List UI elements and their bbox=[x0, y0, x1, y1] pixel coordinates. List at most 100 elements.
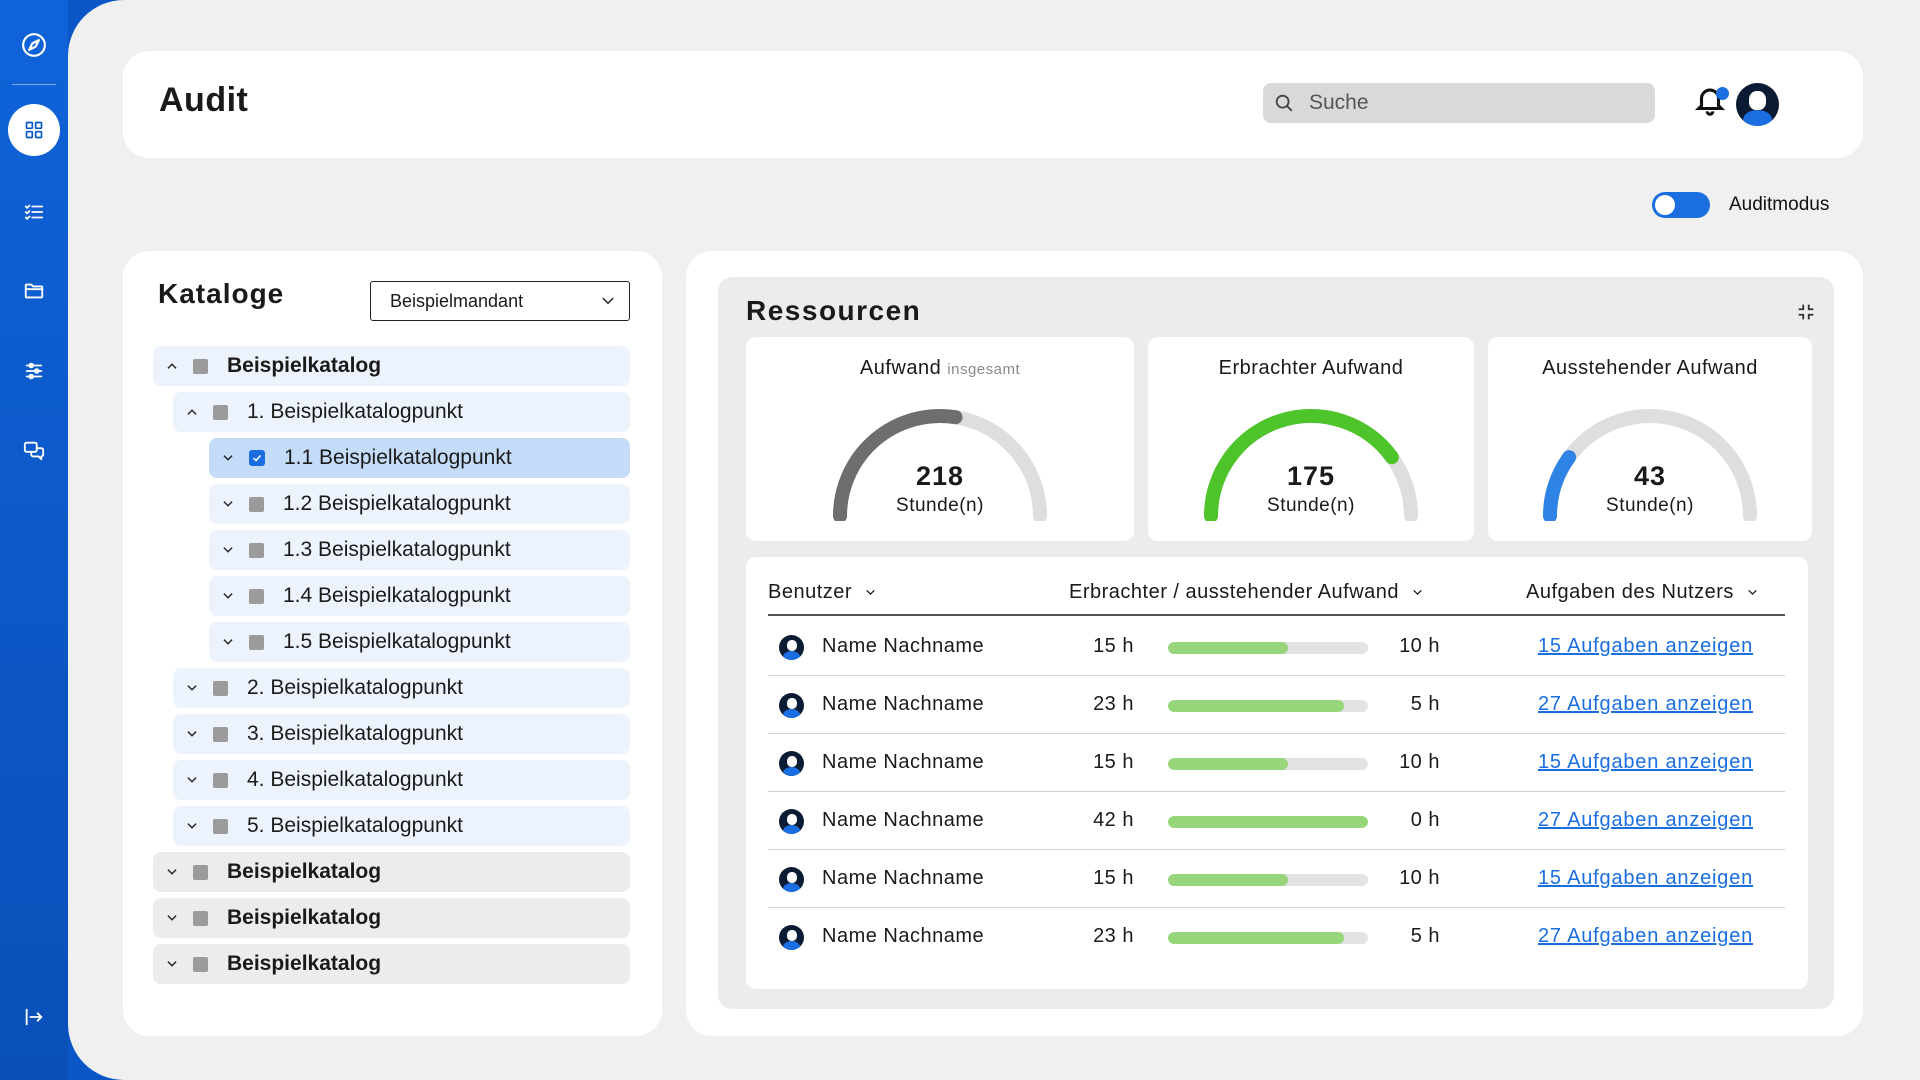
tree-item-point[interactable]: 3. Beispielkatalogpunkt bbox=[173, 714, 630, 754]
column-header-user[interactable]: Benutzer bbox=[768, 581, 877, 604]
chevron-down-icon[interactable] bbox=[221, 589, 235, 603]
checkbox[interactable] bbox=[213, 818, 228, 834]
tree-item-subpoint[interactable]: 1.2 Beispielkatalogpunkt bbox=[209, 484, 630, 524]
gauge-card-done: Erbrachter Aufwand 175 Stunde(n) bbox=[1148, 337, 1474, 541]
gauge: 218 Stunde(n) bbox=[830, 401, 1050, 523]
tree-item-point[interactable]: 5. Beispielkatalogpunkt bbox=[173, 806, 630, 846]
tree-item-label: Beispielkatalog bbox=[227, 354, 382, 377]
audit-mode-label: Auditmodus bbox=[1729, 194, 1830, 215]
checkbox[interactable] bbox=[193, 956, 208, 972]
tenant-select[interactable]: Beispielmandant bbox=[370, 281, 630, 321]
tree-item-point[interactable]: 4. Beispielkatalogpunkt bbox=[173, 760, 630, 800]
gauge-arc bbox=[833, 408, 963, 523]
tree-item-catalog[interactable]: Beispielkatalog bbox=[153, 346, 630, 386]
search-input[interactable] bbox=[1309, 91, 1629, 115]
checkbox[interactable] bbox=[193, 864, 208, 880]
tree-item-subpoint[interactable]: 1.5 Beispielkatalogpunkt bbox=[209, 622, 630, 662]
chevron-down-icon[interactable] bbox=[165, 957, 179, 971]
chevron-down-icon[interactable] bbox=[221, 497, 235, 511]
audit-mode-toggle[interactable] bbox=[1652, 192, 1710, 218]
folder-icon[interactable] bbox=[8, 265, 60, 317]
chevron-down-icon[interactable] bbox=[165, 865, 179, 879]
progress-fill bbox=[1168, 642, 1288, 654]
chevron-down-icon[interactable] bbox=[185, 773, 199, 787]
tree-item-label: 1.4 Beispielkatalogpunkt bbox=[283, 584, 511, 607]
sliders-icon[interactable] bbox=[8, 345, 60, 397]
table-row: Name Nachname 23 h 5 h 27 Aufgaben anzei… bbox=[768, 676, 1785, 734]
column-header-effort[interactable]: Erbrachter / ausstehender Aufwand bbox=[1069, 581, 1424, 604]
tree-item-subpoint-selected[interactable]: 1.1 Beispielkatalogpunkt bbox=[209, 438, 630, 478]
bell-icon bbox=[1694, 88, 1726, 116]
dashboard-icon[interactable] bbox=[8, 104, 60, 156]
progress-bar bbox=[1168, 874, 1368, 886]
chevron-down-icon[interactable] bbox=[221, 635, 235, 649]
column-header-tasks[interactable]: Aufgaben des Nutzers bbox=[1526, 581, 1759, 604]
checkbox[interactable] bbox=[193, 358, 208, 374]
resources-widget: Ressourcen Aufwand insgesamt 218 Stunde(… bbox=[718, 277, 1834, 1009]
chevron-down-icon[interactable] bbox=[221, 451, 235, 465]
tree-item-point[interactable]: 1. Beispielkatalogpunkt bbox=[173, 392, 630, 432]
checklist-icon[interactable] bbox=[8, 186, 60, 238]
tree-item-label: 1.2 Beispielkatalogpunkt bbox=[283, 492, 511, 515]
show-tasks-link[interactable]: 15 Aufgaben anzeigen bbox=[1538, 867, 1754, 889]
checkbox[interactable] bbox=[213, 726, 228, 742]
gauge-value: 43 bbox=[1633, 461, 1667, 491]
done-hours: 23 h bbox=[1093, 925, 1134, 947]
progress-fill bbox=[1168, 816, 1368, 828]
tree-item-label: Beispielkatalog bbox=[227, 906, 382, 929]
show-tasks-link[interactable]: 15 Aufgaben anzeigen bbox=[1538, 751, 1754, 773]
gauge-value: 218 bbox=[915, 461, 965, 491]
compass-icon[interactable] bbox=[8, 19, 60, 71]
chevron-down-icon[interactable] bbox=[185, 727, 199, 741]
checkbox[interactable] bbox=[193, 910, 208, 926]
show-tasks-link[interactable]: 15 Aufgaben anzeigen bbox=[1538, 635, 1754, 657]
collapse-icon bbox=[1798, 304, 1814, 320]
notification-button[interactable] bbox=[1693, 83, 1733, 123]
gauge: 175 Stunde(n) bbox=[1201, 401, 1421, 523]
checkbox[interactable] bbox=[249, 588, 264, 604]
chevron-down-icon[interactable] bbox=[185, 681, 199, 695]
tree-item-subpoint[interactable]: 1.3 Beispielkatalogpunkt bbox=[209, 530, 630, 570]
checkbox[interactable] bbox=[213, 772, 228, 788]
chevron-up-icon[interactable] bbox=[185, 405, 199, 419]
checkbox[interactable] bbox=[249, 542, 264, 558]
checkbox[interactable] bbox=[213, 404, 228, 420]
progress-bar bbox=[1168, 700, 1368, 712]
done-hours: 42 h bbox=[1093, 809, 1134, 831]
checkbox[interactable] bbox=[249, 634, 264, 650]
show-tasks-link[interactable]: 27 Aufgaben anzeigen bbox=[1538, 925, 1754, 947]
column-header-label: Aufgaben des Nutzers bbox=[1526, 581, 1734, 603]
chevron-down-icon[interactable] bbox=[185, 819, 199, 833]
checkbox[interactable] bbox=[249, 496, 264, 512]
avatar bbox=[779, 693, 804, 718]
tree-item-subpoint[interactable]: 1.4 Beispielkatalogpunkt bbox=[209, 576, 630, 616]
chevron-up-icon[interactable] bbox=[165, 359, 179, 373]
catalog-panel: Kataloge Beispielmandant Beispielkatalog… bbox=[123, 251, 662, 1036]
chevron-down-icon[interactable] bbox=[221, 543, 235, 557]
show-tasks-link[interactable]: 27 Aufgaben anzeigen bbox=[1538, 693, 1754, 715]
user-name: Name Nachname bbox=[822, 751, 985, 773]
search-bar[interactable] bbox=[1263, 83, 1655, 123]
avatar bbox=[779, 635, 804, 660]
user-name: Name Nachname bbox=[822, 693, 985, 715]
checkbox-checked[interactable] bbox=[249, 450, 265, 466]
chevron-down-icon[interactable] bbox=[165, 911, 179, 925]
tree-item-point[interactable]: 2. Beispielkatalogpunkt bbox=[173, 668, 630, 708]
open-hours: 10 h bbox=[1399, 751, 1440, 773]
collapse-button[interactable] bbox=[1795, 301, 1817, 323]
user-avatar[interactable] bbox=[1736, 83, 1779, 126]
gauge-unit: Stunde(n) bbox=[1606, 495, 1694, 516]
logout-icon[interactable] bbox=[8, 991, 60, 1043]
tree-item-label: 2. Beispielkatalogpunkt bbox=[247, 676, 463, 699]
checkbox[interactable] bbox=[213, 680, 228, 696]
tree-item-catalog[interactable]: Beispielkatalog bbox=[153, 898, 630, 938]
chat-icon[interactable] bbox=[8, 424, 60, 476]
tree-item-catalog[interactable]: Beispielkatalog bbox=[153, 852, 630, 892]
table-row: Name Nachname 23 h 5 h 27 Aufgaben anzei… bbox=[768, 908, 1785, 966]
progress-fill bbox=[1168, 874, 1288, 886]
gauge-value: 175 bbox=[1286, 461, 1336, 491]
show-tasks-link[interactable]: 27 Aufgaben anzeigen bbox=[1538, 809, 1754, 831]
tree-item-catalog[interactable]: Beispielkatalog bbox=[153, 944, 630, 984]
table-row: Name Nachname 15 h 10 h 15 Aufgaben anze… bbox=[768, 618, 1785, 676]
gauge-card-title-text: Aufwand bbox=[859, 357, 942, 379]
